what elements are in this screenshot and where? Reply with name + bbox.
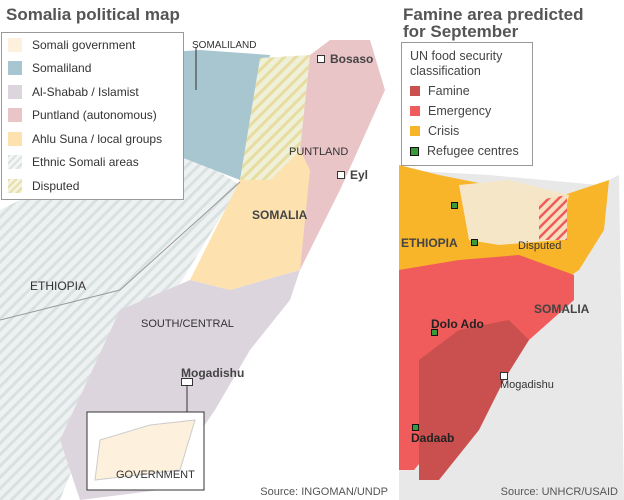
political-map-title: Somalia political map [6,5,180,24]
ethiopia-label: ETHIOPIA [30,279,87,293]
legend-label: Ethnic Somali areas [32,155,139,170]
legend-title-line: UN food security [410,49,503,63]
mogadishu-label: Mogadishu [500,379,554,391]
legend-swatch [8,84,22,99]
refugee-centre-marker [451,202,458,209]
legend-label: Disputed [32,178,80,193]
mogadishu-label: Mogadishu [181,366,245,380]
dolo-ado-label: Dolo Ado [431,317,484,331]
legend-swatch [410,106,420,116]
refugee-centre-marker [471,239,478,246]
legend-label: Emergency [428,104,492,118]
legend-swatch [8,155,22,170]
mogadishu-marker [181,378,193,386]
disputed-label: Disputed [518,240,562,252]
legend-item: Crisis [402,121,532,141]
eyl-marker [337,171,345,179]
legend-label: Somali government [32,37,136,52]
title-line: for September [403,22,519,41]
ethiopia-label: ETHIOPIA [401,236,458,250]
political-map-panel: Somalia political map Somali government … [0,5,388,500]
disputed-region [240,55,310,180]
bosaso-marker [317,55,325,63]
puntland-region [280,40,385,270]
legend-item: Famine [402,81,532,101]
legend-swatch [8,37,22,52]
legend-item: Disputed [2,174,183,198]
somaliland-label: SOMALILAND [192,40,257,51]
legend-swatch [8,131,22,146]
legend-swatch [410,86,420,96]
somalia-label: SOMALIA [534,302,590,316]
left-source: Source: INGOMAN/UNDP [260,486,388,498]
legend-item: Somaliland [2,57,183,81]
famine-legend: UN food security classification Famine E… [401,42,533,166]
famine-area [419,320,529,480]
legend-swatch [8,178,22,193]
somalia-label: SOMALIA [252,208,308,222]
legend-label: Al-Shabab / Islamist [32,84,139,99]
legend-item: Emergency [402,101,532,121]
legend-item: Ahlu Suna / local groups [2,127,183,151]
dolo-ado-marker [431,329,438,336]
legend-label: Puntland (autonomous) [32,108,157,123]
legend-item: Ethnic Somali areas [2,151,183,175]
disputed-area [539,195,567,240]
government-region [94,419,196,481]
right-source: Source: UNHCR/USAID [500,486,618,498]
bosaso-label: Bosaso [330,52,374,66]
south-central-label: SOUTH/CENTRAL [141,318,234,330]
legend-label: Somaliland [32,61,92,76]
legend-title: UN food security classification [402,43,532,81]
legend-label: Ahlu Suna / local groups [32,131,163,146]
famine-map-title: Famine area predicted for September [403,6,583,40]
government-label: GOVERNMENT [116,469,195,481]
legend-item: Somali government [2,33,183,57]
title-line: Famine area predicted [403,5,584,24]
ahlu-suna-region [190,150,310,290]
legend-swatch [8,61,22,76]
legend-swatch [8,108,22,123]
refugee-swatch [410,146,419,156]
legend-item: Al-Shabab / Islamist [2,80,183,104]
legend-label: Crisis [428,124,460,138]
dadaab-label: Dadaab [411,431,455,445]
political-legend: Somali government Somaliland Al-Shabab /… [1,32,184,200]
famine-map-panel: Famine area predicted for September UN f… [399,0,624,500]
eyl-label: Eyl [350,168,369,182]
legend-label: Famine [428,84,470,98]
legend-item: Refugee centres [402,141,532,161]
legend-label: Refugee centres [427,144,519,158]
dadaab-marker [412,424,419,431]
mogadishu-marker [500,372,508,380]
legend-title-line: classification [410,64,481,78]
legend-swatch [410,126,420,136]
puntland-label: PUNTLAND [289,146,349,158]
legend-item: Puntland (autonomous) [2,104,183,128]
